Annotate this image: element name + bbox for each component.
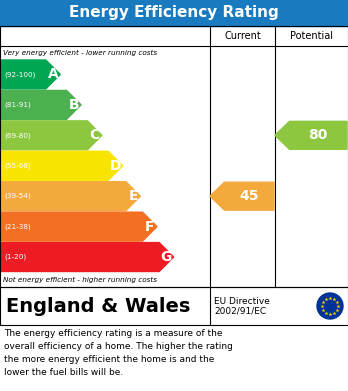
Text: (55-68): (55-68) — [4, 163, 31, 169]
Text: EU Directive: EU Directive — [214, 296, 270, 305]
Bar — [0, 287, 348, 325]
Polygon shape — [1, 242, 174, 271]
Text: E: E — [128, 189, 138, 203]
Text: A: A — [48, 68, 58, 81]
Polygon shape — [1, 212, 157, 241]
Text: Not energy efficient - higher running costs: Not energy efficient - higher running co… — [3, 277, 157, 283]
Text: 80: 80 — [309, 128, 328, 142]
Text: Very energy efficient - lower running costs: Very energy efficient - lower running co… — [3, 50, 157, 56]
Text: B: B — [69, 98, 79, 112]
Text: (21-38): (21-38) — [4, 223, 31, 230]
Text: C: C — [89, 128, 100, 142]
Text: G: G — [161, 250, 172, 264]
Text: D: D — [110, 159, 121, 173]
Text: F: F — [145, 220, 155, 233]
Text: England & Wales: England & Wales — [6, 296, 190, 316]
Polygon shape — [1, 151, 123, 180]
Text: (39-54): (39-54) — [4, 193, 31, 199]
Text: 45: 45 — [239, 189, 259, 203]
Text: Current: Current — [224, 31, 261, 41]
Bar — [0, 26, 348, 287]
Bar — [0, 0, 348, 26]
Circle shape — [317, 293, 343, 319]
Polygon shape — [275, 121, 347, 149]
Text: (92-100): (92-100) — [4, 71, 35, 78]
Polygon shape — [1, 90, 81, 119]
Polygon shape — [210, 182, 274, 210]
Text: Energy Efficiency Rating: Energy Efficiency Rating — [69, 5, 279, 20]
Text: 2002/91/EC: 2002/91/EC — [214, 307, 266, 316]
Text: (81-91): (81-91) — [4, 102, 31, 108]
Text: Potential: Potential — [290, 31, 333, 41]
Polygon shape — [1, 182, 140, 211]
Text: (69-80): (69-80) — [4, 132, 31, 138]
Text: (1-20): (1-20) — [4, 254, 26, 260]
Polygon shape — [1, 60, 60, 89]
Polygon shape — [1, 121, 102, 150]
Text: The energy efficiency rating is a measure of the
overall efficiency of a home. T: The energy efficiency rating is a measur… — [4, 329, 233, 377]
